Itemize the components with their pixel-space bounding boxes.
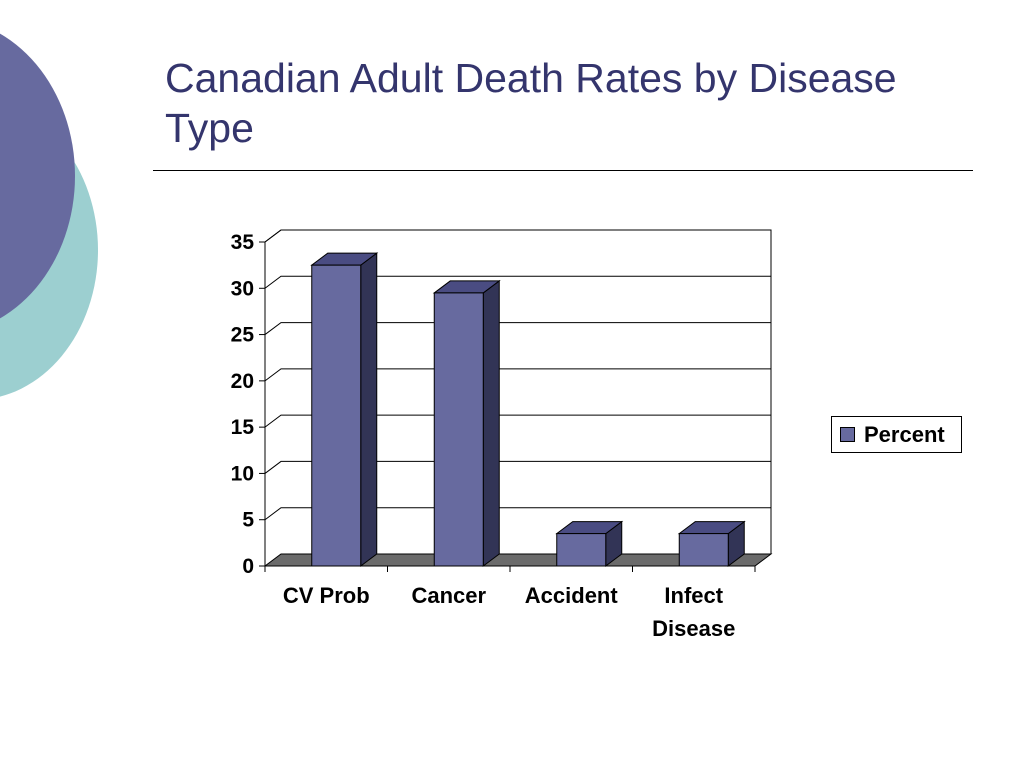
y-tick-label: 0 bbox=[242, 555, 254, 578]
gridline bbox=[264, 460, 771, 474]
gridline bbox=[264, 229, 771, 243]
gridline bbox=[264, 414, 771, 428]
bar-front bbox=[678, 533, 729, 567]
gridline bbox=[264, 322, 771, 335]
gridline bbox=[264, 507, 771, 521]
bar-front bbox=[556, 533, 607, 567]
bar bbox=[432, 279, 501, 567]
bar-side bbox=[360, 252, 378, 567]
y-tick-label: 15 bbox=[231, 416, 255, 439]
y-tick-label: 30 bbox=[231, 277, 254, 300]
bar-side bbox=[482, 279, 500, 567]
y-tick-label: 20 bbox=[231, 370, 254, 393]
gridline bbox=[264, 368, 771, 382]
y-tick-label: 35 bbox=[231, 231, 255, 254]
slide-title: Canadian Adult Death Rates by Disease Ty… bbox=[165, 55, 897, 151]
chart-gridlines bbox=[264, 229, 771, 521]
x-category-label: Accident bbox=[525, 583, 619, 608]
x-category-label: CV Prob bbox=[283, 583, 370, 608]
bar-front bbox=[433, 292, 484, 567]
y-tick-label: 5 bbox=[242, 509, 254, 532]
x-category-label: Disease bbox=[652, 616, 735, 641]
bar bbox=[677, 520, 746, 567]
bar-front bbox=[311, 264, 362, 567]
y-tick-label: 25 bbox=[231, 324, 255, 347]
title-divider bbox=[153, 170, 973, 171]
y-tick-label: 10 bbox=[231, 462, 254, 485]
legend-label: Percent bbox=[864, 421, 945, 447]
chart-labels: 0 5 10 15 20 25 30 35 CV Prob Cancer Accident Infec… bbox=[231, 231, 736, 641]
x-category-label: Infect bbox=[664, 583, 723, 608]
chart-bars bbox=[310, 252, 746, 567]
legend-swatch bbox=[840, 427, 855, 442]
bar bbox=[310, 252, 379, 567]
gridline bbox=[264, 275, 771, 289]
chart-legend: Percent bbox=[831, 416, 962, 453]
bar bbox=[555, 520, 624, 567]
x-category-label: Cancer bbox=[411, 583, 486, 608]
